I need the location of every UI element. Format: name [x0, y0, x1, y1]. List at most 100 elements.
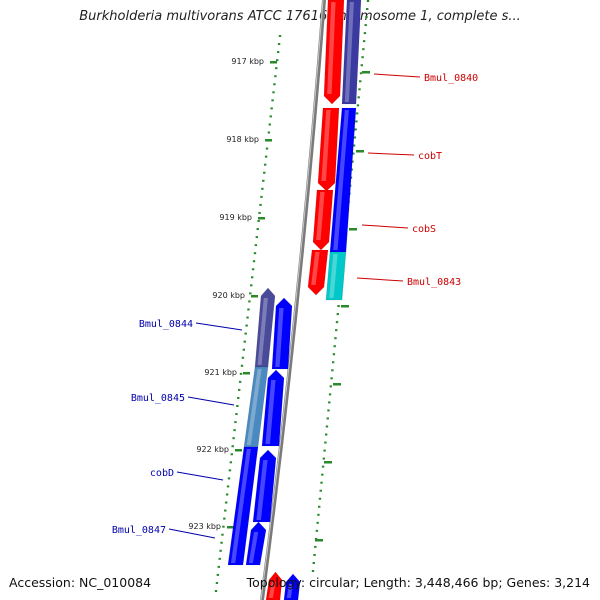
accession-text: Accession: NC_010084 [9, 575, 152, 590]
left-tick-dot [252, 260, 256, 263]
right-tick-dot [333, 345, 336, 348]
sheen [265, 380, 276, 444]
left-tick-dot [216, 573, 220, 576]
left-tick-dot [222, 525, 225, 528]
right-tick-dot [366, 8, 369, 11]
sheen [316, 192, 325, 240]
right-tick-dot [358, 88, 361, 91]
left-tick-dot [244, 332, 247, 335]
right-tick-dot [331, 369, 334, 372]
right-tick-dot [359, 80, 362, 83]
left-tick-dot [225, 493, 229, 496]
left-tick-dot [233, 429, 236, 432]
left-tick-dot [220, 541, 223, 544]
gene-bmul-0840[interactable] [341, 0, 362, 105]
right-tick-dot [352, 144, 356, 147]
orf-segment[interactable] [271, 297, 293, 370]
right-tick-dot [365, 16, 368, 19]
major-tick [235, 449, 242, 452]
left-tick-dot [267, 131, 271, 134]
orf-segment[interactable] [283, 573, 301, 600]
sheen [333, 110, 349, 250]
sheen [256, 460, 268, 520]
orf-segment[interactable] [252, 449, 277, 523]
gene-labels: Bmul_0840 cobT cobS Bmul_0843 Bmul_0844 Bmul_… [112, 73, 478, 539]
gene-label-bmul-0843[interactable]: Bmul_0843 [407, 277, 461, 288]
gene-bmul-0843[interactable] [325, 251, 347, 301]
right-tick-dot [319, 489, 322, 492]
left-tick-dot [236, 405, 239, 407]
left-tick-dot [229, 461, 233, 464]
left-tick-dot [219, 549, 222, 552]
orf-segment[interactable] [307, 249, 329, 296]
gene-label-bmul-0845[interactable]: Bmul_0845 [131, 393, 185, 404]
right-tick-dot [315, 529, 319, 532]
label-leader-line [187, 396, 235, 406]
label-leader-line [367, 152, 415, 156]
label-leader-line [168, 528, 216, 539]
left-tick-dot [276, 51, 280, 54]
right-tick-dot [337, 305, 340, 308]
right-tick-dot [321, 473, 324, 476]
major-tick [356, 150, 364, 153]
left-tick-dot [272, 91, 275, 94]
left-tick-dot [265, 147, 269, 150]
gene-label-cobd[interactable]: cobD [150, 468, 174, 479]
left-tick-dot [237, 388, 241, 391]
gene-label-cobt[interactable]: cobT [418, 151, 442, 162]
right-tick-dot [363, 32, 367, 35]
gene-label-cobs[interactable]: cobS [412, 224, 436, 235]
right-tick-dot [335, 321, 339, 324]
left-tick-dot [255, 236, 259, 239]
right-tick-dot [361, 56, 364, 59]
right-tick-dot [359, 72, 363, 75]
left-tick-dot [224, 509, 227, 512]
tick-label: 921 kbp [204, 368, 237, 377]
right-tick-dot [321, 465, 325, 468]
left-tick-dot [261, 187, 264, 190]
left-tick-dot [275, 67, 278, 70]
orf-segment[interactable] [265, 571, 283, 600]
right-tick-dot [314, 545, 317, 548]
right-tick-dot [357, 96, 360, 99]
left-tick-dot [260, 195, 263, 198]
gene-label-bmul-0847[interactable]: Bmul_0847 [112, 525, 166, 536]
gene-label-bmul-0844[interactable]: Bmul_0844 [139, 319, 193, 330]
orf-segment[interactable] [261, 369, 285, 447]
orf-segment[interactable] [312, 189, 334, 251]
left-tick-dot [250, 284, 253, 287]
left-tick-dot [273, 83, 276, 86]
right-tick-dot [316, 521, 319, 524]
label-leader-line [361, 224, 409, 229]
right-tick-dot [314, 537, 318, 540]
right-tick-dot [317, 505, 321, 508]
right-tick-dot [318, 497, 322, 500]
right-tick-dot [350, 168, 353, 171]
right-tick-dot [325, 425, 329, 428]
left-tick-dot [276, 59, 279, 62]
left-tick-dot [230, 453, 233, 456]
backbone [260, 0, 326, 600]
left-tick-dot [264, 155, 268, 158]
orf-segment[interactable] [317, 107, 340, 192]
sheen [321, 110, 331, 181]
left-tick-dot [263, 171, 266, 174]
orf-segment[interactable] [245, 521, 267, 566]
right-tick-dot [324, 441, 327, 444]
gene-label-bmul-0840[interactable]: Bmul_0840 [424, 73, 478, 84]
major-tick [349, 228, 357, 231]
left-tick-dot [278, 35, 282, 37]
sheen [231, 449, 251, 563]
left-tick-dot [223, 517, 226, 520]
left-tick-dot [214, 590, 218, 592]
right-tick-dot [336, 313, 339, 316]
left-tick-dot [256, 228, 259, 231]
right-tick-dot [332, 353, 336, 356]
orf-segment[interactable] [323, 0, 345, 105]
gene-cobd[interactable] [227, 446, 259, 566]
tick-label: 917 kbp [231, 57, 264, 66]
left-tick-dot [231, 445, 234, 448]
left-tick-dot [243, 340, 246, 343]
sheen [327, 2, 336, 94]
